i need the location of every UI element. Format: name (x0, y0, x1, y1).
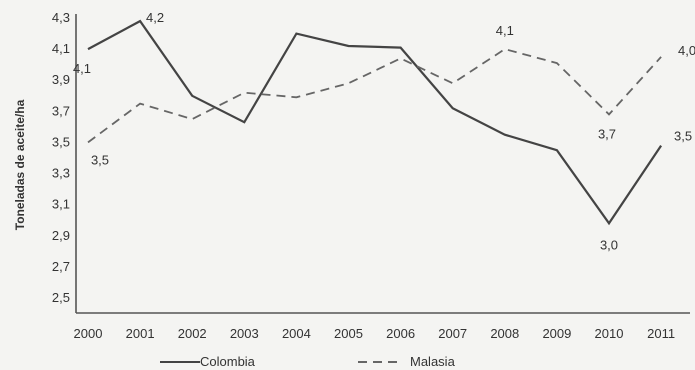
x-tick-label: 2004 (282, 326, 311, 341)
x-tick-label: 2011 (647, 326, 675, 341)
series-lines (87, 19, 663, 226)
y-tick-label: 2,5 (52, 290, 70, 305)
y-axis-label: Toneladas de aceite/ha (13, 99, 27, 230)
x-tick-label: 2005 (334, 326, 363, 341)
x-tick-label: 2001 (126, 326, 155, 341)
y-tick-label: 3,7 (52, 103, 70, 118)
data-label: 4,0 (678, 43, 695, 58)
data-label: 3,5 (91, 152, 109, 167)
x-tick-label: 2002 (178, 326, 207, 341)
y-tick-label: 4,1 (52, 41, 70, 56)
y-tick-label: 2,7 (52, 259, 70, 274)
x-tick-label: 2008 (490, 326, 519, 341)
y-tick-labels: 4,3 4,1 3,9 3,7 3,5 3,3 3,1 2,9 2,7 2,5 (52, 10, 70, 305)
x-tick-label: 2007 (438, 326, 467, 341)
data-label: 3,0 (600, 237, 618, 252)
data-label: 3,7 (598, 126, 616, 141)
legend: Colombia Malasia (160, 354, 456, 369)
x-tick-labels: 2000 2001 2002 2003 2004 2005 2006 2007 2008 2009… (74, 326, 676, 341)
legend-label-colombia: Colombia (200, 354, 256, 369)
data-label: 4,2 (146, 10, 164, 25)
data-label: 3,5 (674, 129, 692, 144)
series-line-malasia (87, 48, 662, 144)
x-tick-label: 2006 (386, 326, 415, 341)
axes (75, 14, 690, 314)
y-tick-label: 3,5 (52, 134, 70, 149)
data-label: 4,1 (73, 61, 91, 76)
x-tick-label: 2009 (542, 326, 571, 341)
data-labels: 4,1 4,2 3,0 3,5 3,5 4,1 3,7 4,0 (73, 10, 695, 252)
data-label: 4,1 (496, 23, 514, 38)
y-tick-label: 3,1 (52, 197, 70, 212)
x-tick-label: 2010 (595, 326, 624, 341)
legend-label-malasia: Malasia (410, 354, 456, 369)
y-tick-label: 3,3 (52, 166, 70, 181)
y-tick-label: 3,9 (52, 72, 70, 87)
series-line-colombia (87, 19, 663, 226)
y-tick-label: 2,9 (52, 228, 70, 243)
x-tick-label: 2003 (230, 326, 259, 341)
x-tick-label: 2000 (74, 326, 103, 341)
y-tick-label: 4,3 (52, 10, 70, 25)
